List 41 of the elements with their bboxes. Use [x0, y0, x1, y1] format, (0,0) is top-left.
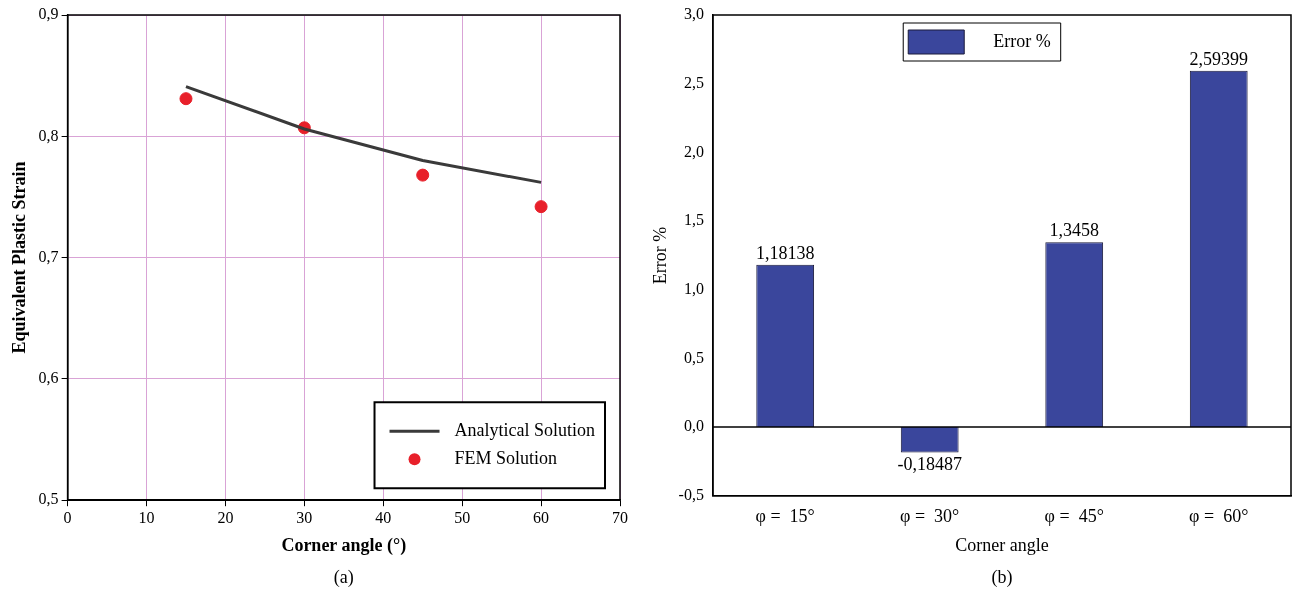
x-tick-label: φ = 45° — [1044, 506, 1104, 527]
x-tick-label: 20 — [217, 509, 234, 526]
y-tick-label: -0,5 — [678, 486, 704, 503]
x-tick-label: 30 — [296, 509, 313, 526]
x-tick-label: φ = 60° — [1189, 506, 1249, 527]
x-axis-title: Corner angle — [955, 534, 1049, 555]
y-tick-label: 1,5 — [683, 211, 704, 229]
point — [534, 200, 548, 214]
data-label: 1,18138 — [755, 242, 815, 263]
y-tick-label: 0,5 — [683, 348, 704, 366]
y-tick-label: 2,5 — [683, 73, 704, 91]
legend-label: FEM Solution — [454, 447, 558, 468]
y-tick-label: 0,6 — [38, 369, 59, 387]
data-label: 1,3458 — [1049, 219, 1099, 240]
point — [416, 168, 430, 182]
y-tick-label: 0,7 — [38, 247, 59, 265]
x-tick-label: 50 — [454, 509, 471, 526]
x-axis-title: Corner angle (°) — [281, 534, 407, 556]
x-tick-label: φ = 30° — [900, 506, 960, 527]
text: (b) — [991, 566, 1013, 588]
x-tick-label: 60 — [533, 509, 550, 526]
data-label: -0,18487 — [897, 454, 962, 475]
legend-label: Analytical Solution — [454, 419, 595, 440]
y-tick-label: 3,0 — [683, 5, 704, 23]
y-axis-title: Error % — [649, 226, 670, 285]
y-axis-title: Equivalent Plastic Strain — [9, 161, 30, 354]
x-tick-label: 70 — [612, 509, 628, 526]
y-tick-label: 0,5 — [38, 490, 59, 508]
x-tick-label: 10 — [138, 509, 155, 526]
x-tick-label: 0 — [63, 509, 72, 526]
x-tick-label: 40 — [375, 509, 392, 526]
legend-label: Error % — [993, 30, 1051, 51]
y-tick-label: 1,0 — [683, 279, 704, 297]
data-label: 2,59399 — [1189, 48, 1248, 69]
y-tick-label: 0,8 — [38, 126, 59, 144]
y-tick-label: 0,0 — [683, 417, 704, 435]
y-tick-label: 0,9 — [38, 5, 59, 23]
y-tick-label: 2,0 — [683, 142, 704, 160]
point — [179, 92, 193, 106]
x-tick-label: φ = 15° — [755, 506, 815, 527]
text: (a) — [333, 566, 354, 588]
